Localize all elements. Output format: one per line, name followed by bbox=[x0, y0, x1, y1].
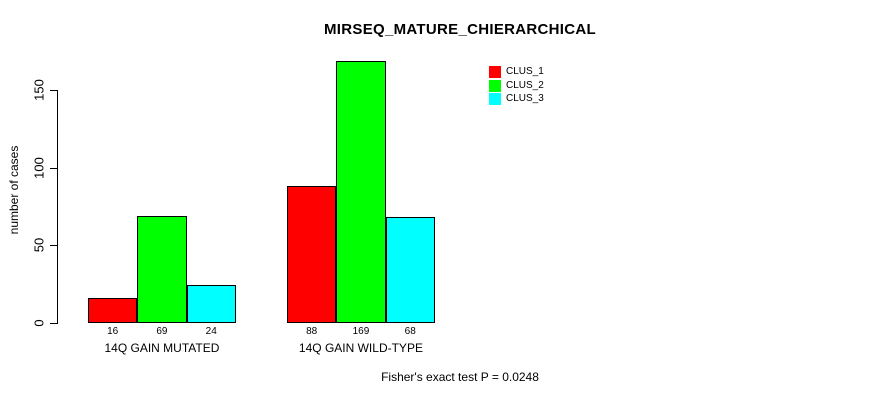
chart-title: MIRSEQ_MATURE_CHIERARCHICAL bbox=[324, 21, 596, 38]
legend-swatch-clus_3 bbox=[489, 93, 501, 105]
y-axis-tick bbox=[50, 322, 57, 324]
bar-value-label: 24 bbox=[205, 326, 217, 337]
x-category-label: 14Q GAIN WILD-TYPE bbox=[298, 341, 423, 355]
bar-clus_2-group1 bbox=[137, 215, 187, 323]
bar-value-label: 69 bbox=[156, 326, 168, 337]
y-axis-tick-label: 0 bbox=[31, 318, 47, 327]
legend-swatch-clus_2 bbox=[489, 79, 501, 92]
y-axis-tick-label: 50 bbox=[31, 237, 47, 253]
legend-label-clus_2: CLUS_2 bbox=[506, 79, 544, 91]
y-axis-tick-label: 150 bbox=[31, 79, 47, 101]
bar-clus_3-group2 bbox=[385, 217, 435, 323]
legend-label-clus_1: CLUS_1 bbox=[506, 66, 544, 77]
y-axis-tick bbox=[50, 245, 57, 246]
bar-value-label: 16 bbox=[107, 326, 119, 337]
legend-label-clus_3: CLUS_3 bbox=[506, 93, 544, 104]
bar-clus_2-group2 bbox=[336, 60, 386, 323]
bar-value-label: 88 bbox=[306, 326, 318, 337]
x-category-label: 14Q GAIN MUTATED bbox=[104, 341, 220, 355]
bar-clus_3-group1 bbox=[186, 285, 236, 323]
y-axis-line bbox=[57, 90, 58, 324]
bar-clus_1-group2 bbox=[287, 186, 337, 323]
legend-swatch-clus_1 bbox=[489, 66, 501, 78]
y-axis-tick-label: 100 bbox=[31, 156, 47, 179]
bar-value-label: 169 bbox=[352, 326, 370, 337]
y-axis-tick bbox=[50, 167, 57, 169]
bar-value-label: 68 bbox=[404, 326, 416, 337]
annotation-text: Fisher's exact test P = 0.0248 bbox=[381, 370, 539, 384]
bar-clus_1-group1 bbox=[88, 297, 138, 323]
y-axis-tick bbox=[50, 90, 57, 91]
